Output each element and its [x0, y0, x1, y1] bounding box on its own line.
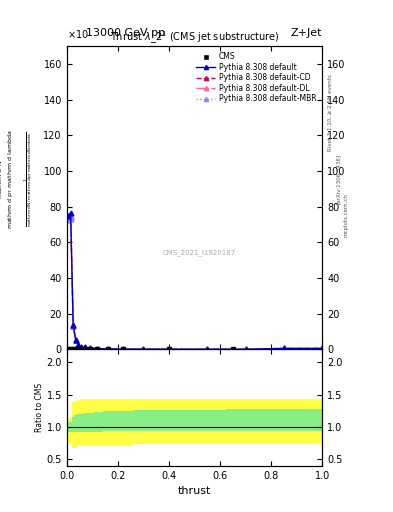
Text: mcplots.cern.ch: mcplots.cern.ch	[344, 193, 349, 237]
Text: Rivet 3.1.10, ≥ 2.5M events: Rivet 3.1.10, ≥ 2.5M events	[328, 74, 333, 151]
X-axis label: thrust: thrust	[178, 486, 211, 496]
Text: CMS_2021_I1920187: CMS_2021_I1920187	[163, 249, 236, 255]
Y-axis label: Ratio to CMS: Ratio to CMS	[35, 383, 44, 432]
Text: Z+Jet: Z+Jet	[291, 28, 322, 38]
Text: $\times 10$: $\times 10$	[67, 28, 89, 40]
Legend: CMS, Pythia 8.308 default, Pythia 8.308 default-CD, Pythia 8.308 default-DL, Pyt: CMS, Pythia 8.308 default, Pythia 8.308 …	[194, 50, 318, 105]
Text: [arXiv:1306.3436]: [arXiv:1306.3436]	[336, 154, 341, 204]
Title: Thrust $\lambda\_2^1$ (CMS jet substructure): Thrust $\lambda\_2^1$ (CMS jet substruct…	[110, 30, 279, 46]
Text: 13000 GeV pp: 13000 GeV pp	[86, 28, 165, 38]
Text: mathrm d$^2$N
mathrm d p$_\mathrm{T}$ mathrm d lambda

$\frac{1}{\mathrm{mathrm\: mathrm d$^2$N mathrm d p$_\mathrm{T}$ ma…	[0, 130, 36, 229]
